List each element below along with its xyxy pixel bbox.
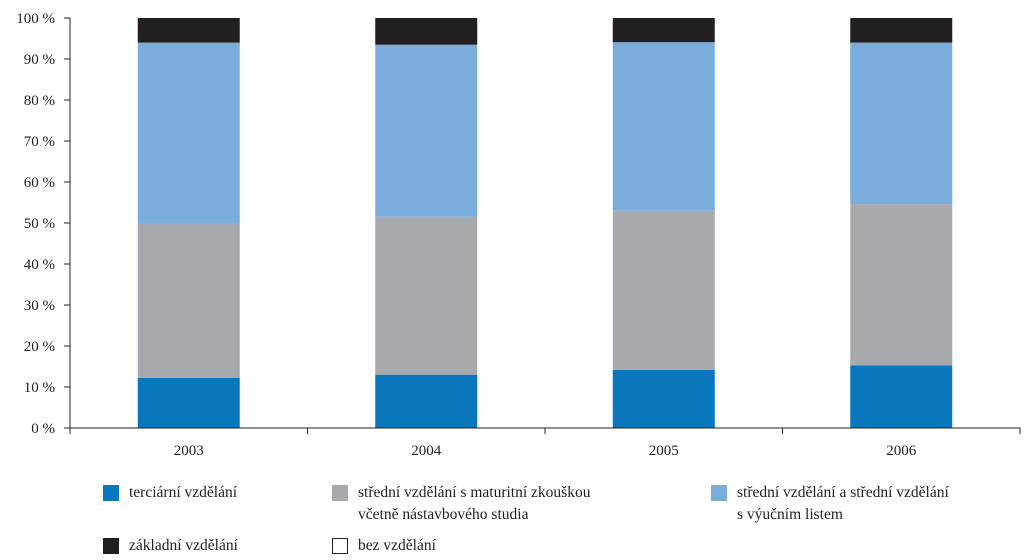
bar-2004-series-0 <box>375 374 478 428</box>
bar-2003-series-1 <box>137 223 240 378</box>
y-tick-label: 50 % <box>24 216 55 232</box>
y-tick-label: 40 % <box>24 257 55 273</box>
x-tick-label: 2004 <box>411 443 442 459</box>
y-tick-label: 0 % <box>31 421 55 437</box>
y-tick-label: 30 % <box>24 298 55 314</box>
x-tick-label: 2006 <box>886 443 917 459</box>
x-tick-label: 2005 <box>649 443 679 459</box>
bar-2003-series-0 <box>137 377 240 428</box>
bar-2003-series-3 <box>137 18 240 43</box>
bar-2006-series-0 <box>850 365 953 428</box>
bar-2006-series-2 <box>850 42 953 205</box>
bar-2004-series-2 <box>375 44 478 217</box>
bar-2005-series-3 <box>612 18 715 43</box>
bar-2005-series-0 <box>612 369 715 428</box>
y-tick-label: 90 % <box>24 52 55 68</box>
bar-2006-series-3 <box>850 18 953 43</box>
y-tick-label: 70 % <box>24 134 55 150</box>
bar-2005-series-1 <box>612 210 715 370</box>
y-tick-label: 80 % <box>24 93 55 109</box>
bar-2005-series-2 <box>612 42 715 211</box>
y-tick-label: 100 % <box>16 11 55 27</box>
y-tick-label: 10 % <box>24 380 55 396</box>
y-tick-label: 20 % <box>24 339 55 355</box>
bar-2004-series-3 <box>375 18 478 45</box>
x-tick-label: 2003 <box>174 443 204 459</box>
y-tick-label: 60 % <box>24 175 55 191</box>
bar-2003-series-2 <box>137 42 240 223</box>
bar-2004-series-1 <box>375 216 478 375</box>
bar-2006-series-1 <box>850 204 953 366</box>
